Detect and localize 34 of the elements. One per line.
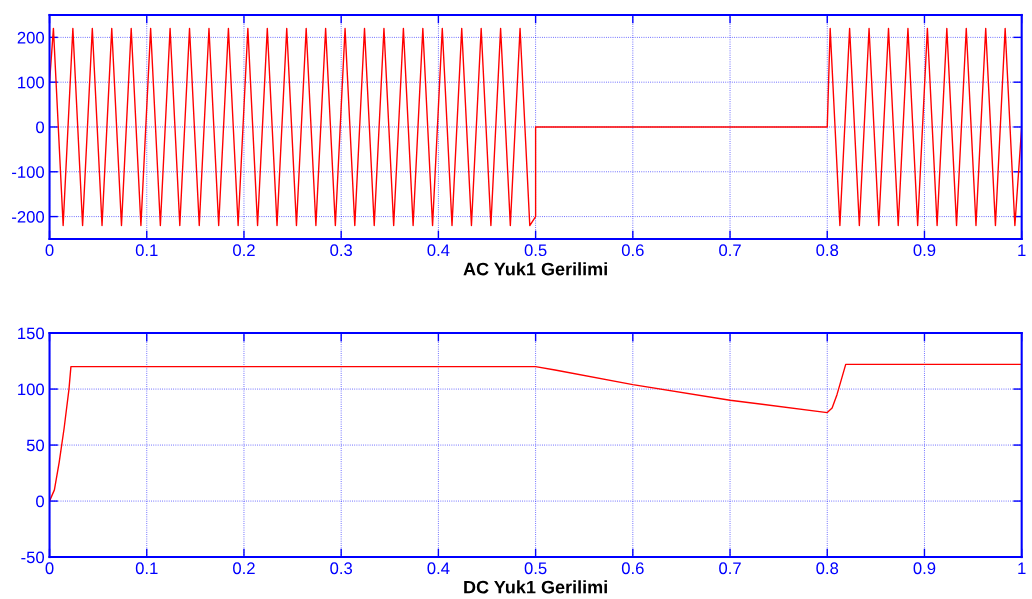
x-tick-label: 1 [1018, 562, 1026, 575]
x-tick-label: 0.7 [719, 562, 741, 575]
y-tick-label: 150 [18, 327, 45, 340]
x-tick-label: 0.1 [135, 562, 158, 575]
y-tick-label: -100 [12, 166, 45, 178]
x-tick-label: 0.3 [330, 244, 353, 257]
y-tick-label: 50 [26, 439, 45, 452]
y-tick-label: -50 [21, 551, 45, 564]
x-tick-label: 0.4 [427, 562, 450, 575]
x-tick-label: 0.8 [816, 244, 839, 257]
x-axis-title: DC Yuk1 Gerilimi [464, 580, 607, 594]
x-tick-label: 0.4 [427, 244, 450, 257]
y-tick-label: 200 [17, 31, 45, 44]
x-tick-label: 0.9 [913, 244, 936, 257]
y-tick-label: 100 [18, 76, 45, 89]
x-tick-label: 0.6 [621, 562, 644, 575]
x-tick-label: 0.9 [913, 562, 936, 575]
x-tick-label: 0.8 [816, 562, 839, 575]
y-tick-label: 100 [18, 383, 45, 396]
x-tick-label: 0.6 [621, 244, 644, 257]
x-tick-label: 0 [45, 562, 54, 575]
x-tick-label: 0.3 [330, 562, 353, 575]
x-tick-label: 0.7 [719, 244, 741, 257]
x-tick-label: 1 [1018, 244, 1026, 256]
x-tick-label: 0 [45, 244, 54, 257]
y-tick-label: 0 [36, 121, 45, 134]
x-tick-label: 0.1 [135, 244, 158, 257]
x-tick-label: 0.2 [233, 562, 255, 575]
x-tick-label: 0.5 [524, 244, 547, 257]
x-axis-title: AC Yuk1 Gerilimi [463, 262, 607, 276]
y-tick-label: -200 [12, 210, 45, 223]
x-tick-label: 0.2 [233, 244, 255, 257]
y-tick-label: 0 [36, 495, 45, 508]
x-tick-label: 0.5 [524, 562, 547, 575]
